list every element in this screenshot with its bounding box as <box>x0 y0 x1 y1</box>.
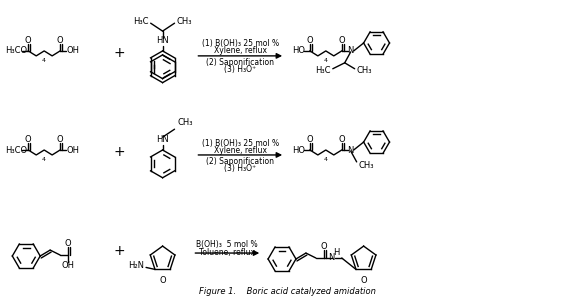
Text: +: + <box>113 46 125 60</box>
Text: CH₃: CH₃ <box>177 17 192 26</box>
Text: H₃C: H₃C <box>133 17 149 26</box>
Text: HO: HO <box>292 46 305 55</box>
Text: O: O <box>339 36 345 45</box>
Text: O: O <box>57 135 63 144</box>
Text: (3) H₃O⁺: (3) H₃O⁺ <box>224 65 256 74</box>
Text: O: O <box>320 242 327 251</box>
Text: HN: HN <box>156 36 169 45</box>
Text: OH: OH <box>66 145 79 154</box>
Text: Toluene, reflux: Toluene, reflux <box>199 247 255 256</box>
Text: H₃C: H₃C <box>315 66 331 75</box>
Text: B(OH)₃  5 mol %: B(OH)₃ 5 mol % <box>196 240 258 249</box>
Text: (2) Saponification: (2) Saponification <box>206 58 274 67</box>
Text: H₃CO: H₃CO <box>5 145 28 154</box>
Text: Figure 1.    Boric acid catalyzed amidation: Figure 1. Boric acid catalyzed amidation <box>199 287 375 296</box>
Text: H: H <box>333 248 339 257</box>
Text: Xylene, reflux: Xylene, reflux <box>214 145 267 154</box>
Text: CH₃: CH₃ <box>356 66 372 75</box>
Text: OH: OH <box>61 262 75 270</box>
Text: +: + <box>113 145 125 159</box>
Text: (2) Saponification: (2) Saponification <box>206 157 274 166</box>
Text: CH₃: CH₃ <box>177 118 193 127</box>
Text: (1) B(OH)₃ 25 mol %: (1) B(OH)₃ 25 mol % <box>201 138 279 147</box>
Text: HN: HN <box>156 135 169 144</box>
Text: Xylene, reflux: Xylene, reflux <box>214 46 267 55</box>
Text: O: O <box>307 36 313 45</box>
Text: 4: 4 <box>324 157 328 163</box>
Text: +: + <box>113 244 125 258</box>
Text: N: N <box>347 46 354 55</box>
Text: HO: HO <box>292 145 305 154</box>
Text: O: O <box>360 276 367 285</box>
Text: O: O <box>57 36 63 45</box>
Text: O: O <box>339 135 345 144</box>
Text: N: N <box>328 253 335 262</box>
Text: O: O <box>65 239 71 248</box>
Text: H₂N: H₂N <box>128 261 144 270</box>
Text: N: N <box>347 145 354 154</box>
Text: O: O <box>160 276 166 285</box>
Text: 4: 4 <box>324 58 328 63</box>
Text: 4: 4 <box>42 157 46 163</box>
Text: O: O <box>25 36 32 45</box>
Text: CH₃: CH₃ <box>359 161 374 170</box>
Text: (3) H₃O⁺: (3) H₃O⁺ <box>224 164 256 173</box>
Text: H₃CO: H₃CO <box>5 46 28 55</box>
Text: O: O <box>307 135 313 144</box>
Text: (1) B(OH)₃ 25 mol %: (1) B(OH)₃ 25 mol % <box>201 39 279 48</box>
Text: OH: OH <box>66 46 79 55</box>
Text: 4: 4 <box>42 58 46 63</box>
Text: O: O <box>25 135 32 144</box>
